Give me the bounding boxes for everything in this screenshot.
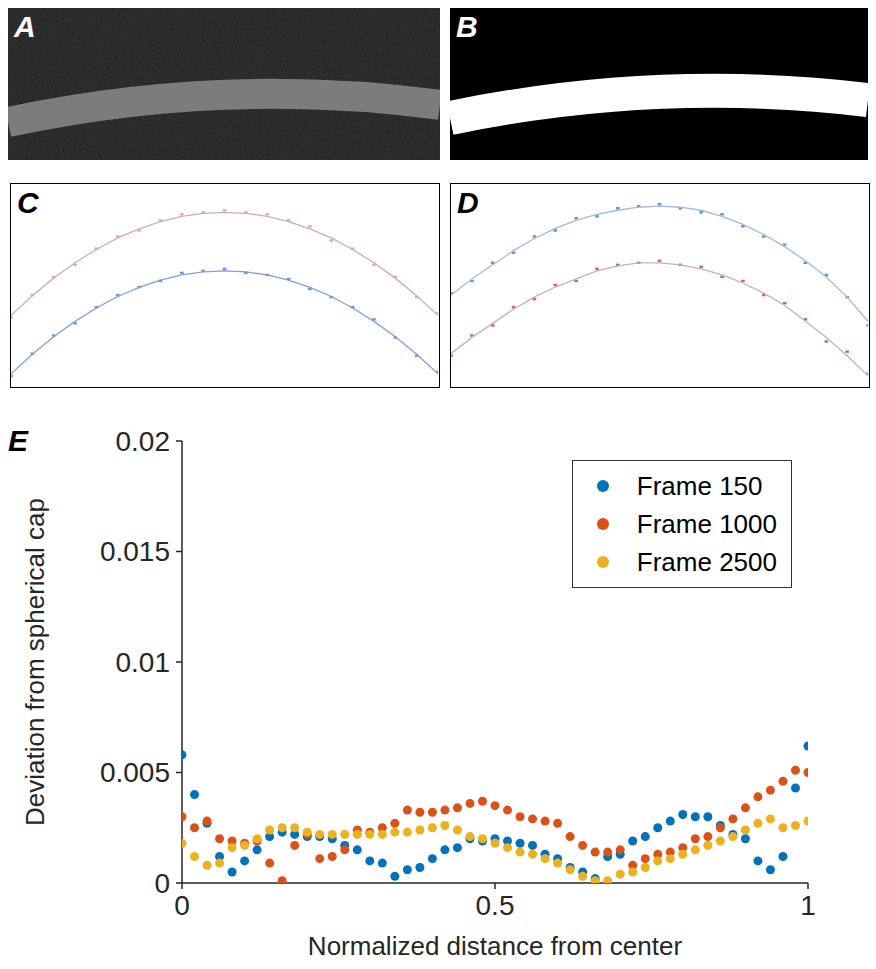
svg-text:0: 0	[174, 890, 190, 921]
html-text:Frame 150: Frame 150	[636, 470, 763, 501]
svg-text:0.015: 0.015	[100, 536, 170, 567]
html-text:D: D	[457, 186, 479, 219]
svg-text:1: 1	[800, 890, 816, 921]
html-text:A: A	[14, 10, 36, 43]
svg-text:0.005: 0.005	[100, 757, 170, 788]
html-text:Normalized distance from cente: Normalized distance from center	[307, 931, 683, 961]
html-text:Frame 1000: Frame 1000	[636, 508, 777, 539]
svg-text:0.02: 0.02	[116, 426, 171, 457]
svg-text:0: 0	[154, 868, 170, 899]
svg-text:0.01: 0.01	[116, 647, 171, 678]
html-text:E: E	[8, 424, 28, 457]
html-text:Frame 2500: Frame 2500	[636, 546, 777, 577]
html-text:C: C	[17, 186, 39, 219]
svg-text:0.5: 0.5	[476, 890, 515, 921]
html-text:Deviation from spherical cap: Deviation from spherical cap	[20, 498, 50, 826]
html-text:B: B	[456, 10, 478, 43]
